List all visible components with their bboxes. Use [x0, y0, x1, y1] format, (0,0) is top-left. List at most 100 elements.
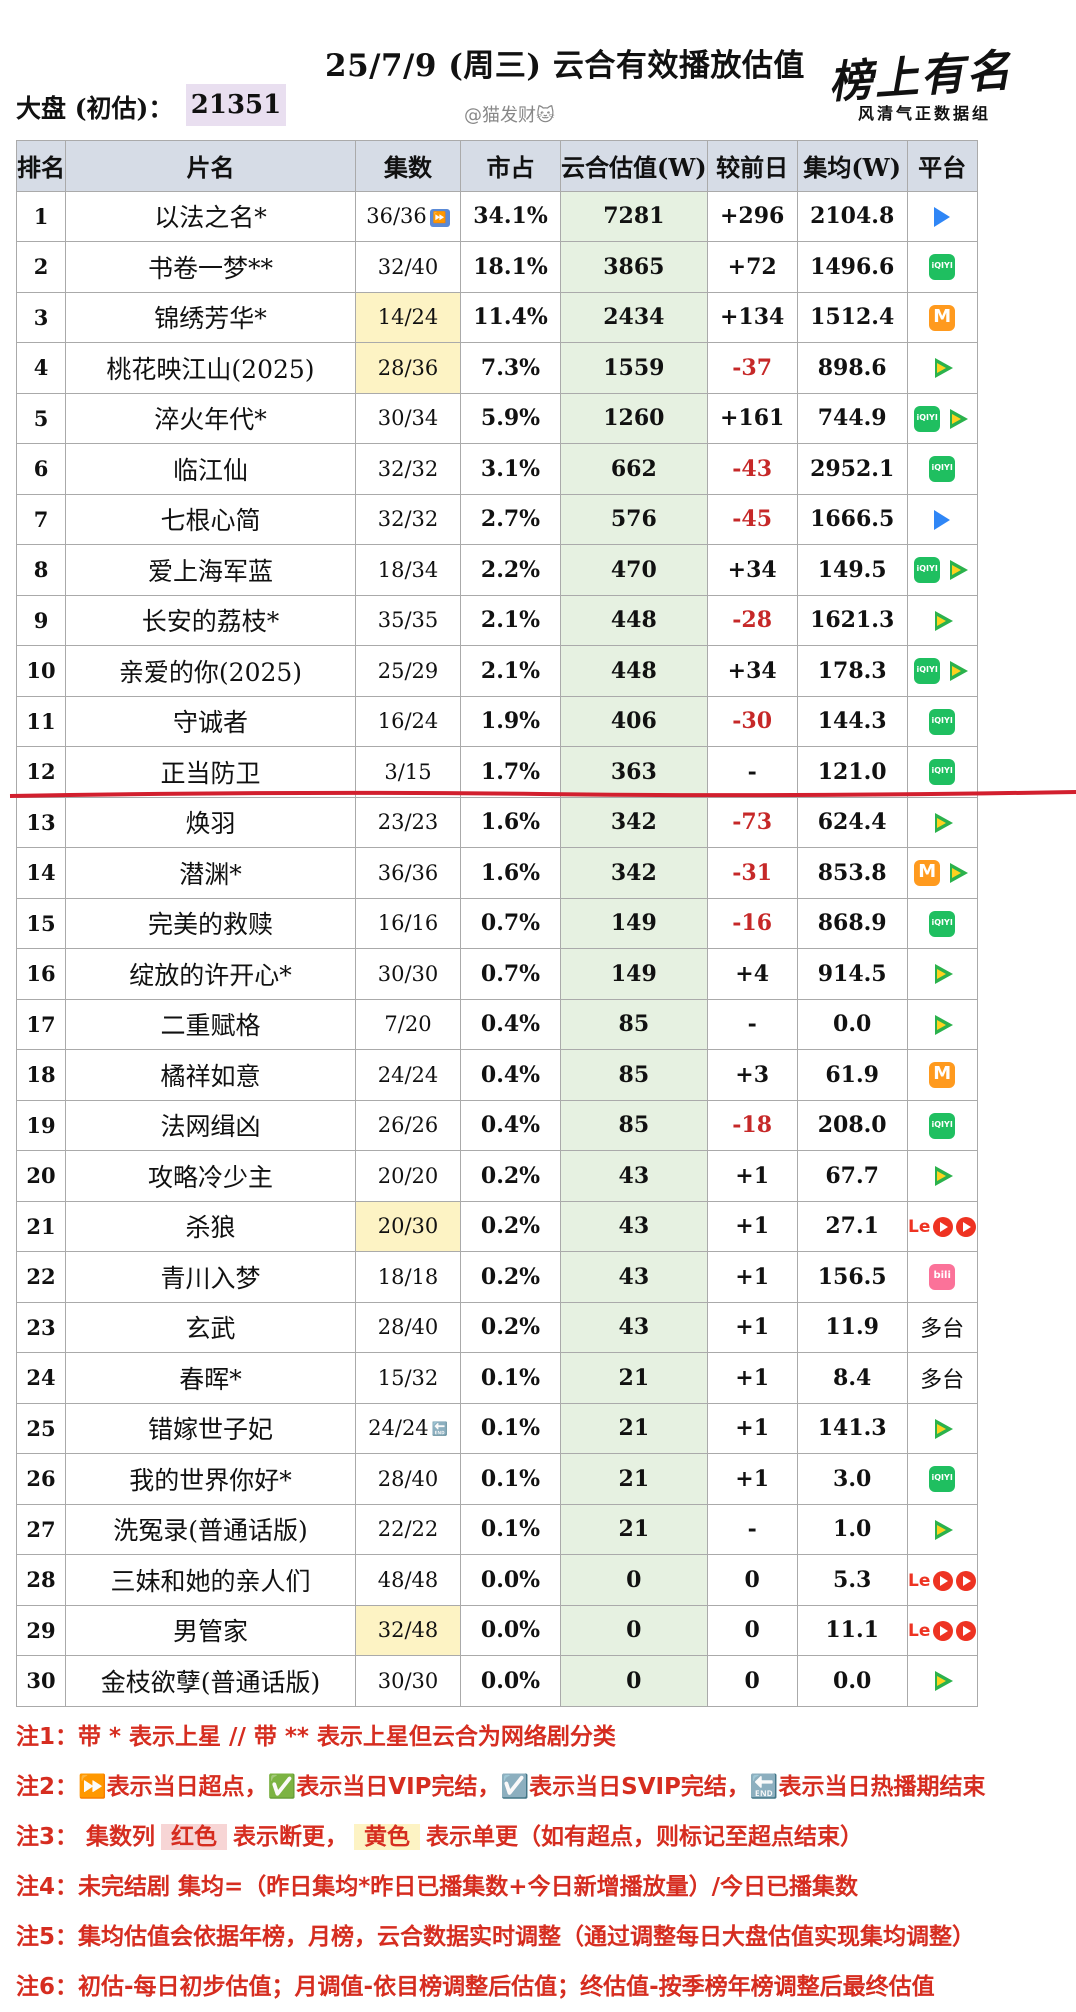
estimate-cell: 149: [560, 948, 708, 1000]
platform-cell: [906, 948, 978, 1000]
title-cell-text: 桃花映江山(2025): [106, 354, 315, 384]
episodes-cell-text: 18/18: [377, 1264, 439, 1289]
estimate-cell-text: 448: [610, 657, 657, 684]
title-cell: 爱上海军蓝: [65, 544, 356, 596]
estimate-cell-text: 1559: [603, 354, 665, 381]
iqiyi-icon: [929, 456, 956, 483]
estimate-cell-text: 342: [610, 859, 657, 886]
col-episodes: 集数: [355, 140, 461, 192]
red-icon: [933, 1570, 954, 1591]
share-cell-text: 0.4%: [480, 1061, 541, 1088]
diff-cell: +1: [706, 1150, 798, 1202]
episodes-cell-text: 32/32: [377, 456, 439, 481]
title-cell-text: 玄武: [185, 1314, 236, 1344]
episodes-cell: 36/36 ⏩: [355, 190, 461, 242]
episodes-cell-text: 16/16: [377, 911, 439, 936]
rank-cell-text: 1: [33, 203, 49, 229]
note-2: 注2：⏩表示当日超点，✅表示当日VIP完结，☑️表示当日SVIP完结，🔚表示当日…: [16, 1774, 986, 1800]
title-cell-text: 杀狼: [185, 1213, 236, 1243]
estimate-cell-text: 21: [618, 1364, 650, 1391]
iqiyi-icon: [929, 708, 956, 735]
title-cell-text: 潜渊*: [179, 859, 242, 889]
estimate-cell: 406: [560, 695, 708, 747]
title-cell-text: 淬火年代*: [154, 405, 267, 435]
diff-cell-text: -43: [732, 455, 773, 482]
platform-cell: 多台: [906, 1301, 978, 1353]
diff-cell: +1: [706, 1402, 798, 1454]
title-cell-text: 爱上海军蓝: [147, 556, 273, 586]
estimate-cell: 2434: [560, 291, 708, 343]
diff-cell: -: [706, 1503, 798, 1555]
platform-cell: [906, 1503, 978, 1555]
title-cell-text: 二重赋格: [160, 1011, 261, 1041]
episodes-cell: 7/20: [355, 998, 461, 1050]
estimate-cell: 470: [560, 544, 708, 596]
red-icon: [956, 1217, 977, 1238]
title-cell: 杀狼: [65, 1200, 356, 1252]
episodes-cell-text: 28/40: [377, 1315, 439, 1340]
platform-cell: [906, 1453, 978, 1505]
platform-cell: [906, 1150, 978, 1202]
estimate-cell-text: 1260: [603, 405, 665, 432]
title-cell: 橘祥如意: [65, 1049, 356, 1101]
title-cell-text: 书卷一梦**: [147, 253, 273, 283]
iqiyi-icon: [929, 910, 956, 937]
title-cell: 守诚者: [65, 695, 356, 747]
tencent-icon: [929, 355, 955, 381]
estimate-cell: 85: [560, 1049, 708, 1101]
tencent-icon: [944, 860, 970, 886]
diff-cell: +161: [706, 392, 798, 444]
estimate-cell-text: 342: [610, 809, 657, 836]
tencent-icon: [929, 608, 955, 634]
tencent-icon: [944, 557, 970, 583]
rank-cell-text: 5: [33, 405, 49, 431]
episodes-cell: 22/22: [355, 1503, 461, 1555]
share-cell: 18.1%: [460, 241, 561, 293]
diff-cell-text: +296: [719, 203, 785, 230]
avg-cell-text: 0.0: [833, 1667, 872, 1694]
tencent-icon: [929, 1012, 955, 1038]
avg-cell: 8.4: [796, 1352, 908, 1404]
share-cell-text: 5.9%: [480, 405, 541, 432]
episodes-cell-text: 36/36: [366, 204, 427, 229]
diff-cell: +4: [706, 948, 798, 1000]
avg-cell: 2104.8: [796, 190, 908, 242]
diff-cell-text: -: [747, 1011, 757, 1038]
share-cell: 0.2%: [460, 1251, 561, 1303]
share-cell: 0.1%: [460, 1503, 561, 1555]
estimate-cell: 21: [560, 1352, 708, 1404]
rank-cell-text: 13: [26, 809, 56, 835]
estimate-cell-text: 662: [610, 455, 657, 482]
diff-cell-text: +1: [735, 1364, 770, 1391]
diff-cell-text: -16: [732, 910, 773, 937]
rank-cell: 21: [16, 1200, 66, 1252]
episodes-cell-text: 48/48: [377, 1567, 439, 1592]
note-5: 注5：集均估值会依据年榜，月榜，云合数据实时调整（通过调整每日大盘估值实现集均调…: [16, 1924, 976, 1950]
estimate-cell-text: 0: [626, 1617, 642, 1644]
iqiyi-icon: [914, 405, 941, 432]
table-row: 9 长安的荔枝* 35/35 2.1% 448 -28 1621.3: [16, 594, 978, 646]
avg-cell-text: 27.1: [825, 1213, 879, 1240]
iqiyi-icon: [914, 658, 941, 685]
platform-cell: [906, 342, 978, 394]
episodes-cell: 30/30: [355, 948, 461, 1000]
rank-cell: 3: [16, 291, 66, 343]
estimate-cell-text: 0: [626, 1667, 642, 1694]
rank-cell: 11: [16, 695, 66, 747]
avg-cell: 67.7: [796, 1150, 908, 1202]
table-row: 24 春晖* 15/32 0.1% 21 +1 8.4 多台: [16, 1352, 978, 1404]
rank-cell-text: 9: [33, 607, 49, 633]
share-cell-text: 3.1%: [480, 455, 541, 482]
episodes-cell: 15/32: [355, 1352, 461, 1404]
share-cell: 7.3%: [460, 342, 561, 394]
title-cell-text: 七根心简: [160, 506, 261, 536]
share-cell: 0.0%: [460, 1655, 561, 1707]
title-cell-text: 我的世界你好*: [129, 1465, 292, 1495]
avg-cell: 898.6: [796, 342, 908, 394]
rank-cell-text: 20: [26, 1163, 56, 1189]
title-cell: 淬火年代*: [65, 392, 356, 444]
episodes-cell: 16/24: [355, 695, 461, 747]
share-cell: 0.0%: [460, 1604, 561, 1656]
avg-cell: 5.3: [796, 1554, 908, 1606]
estimate-cell: 149: [560, 897, 708, 949]
